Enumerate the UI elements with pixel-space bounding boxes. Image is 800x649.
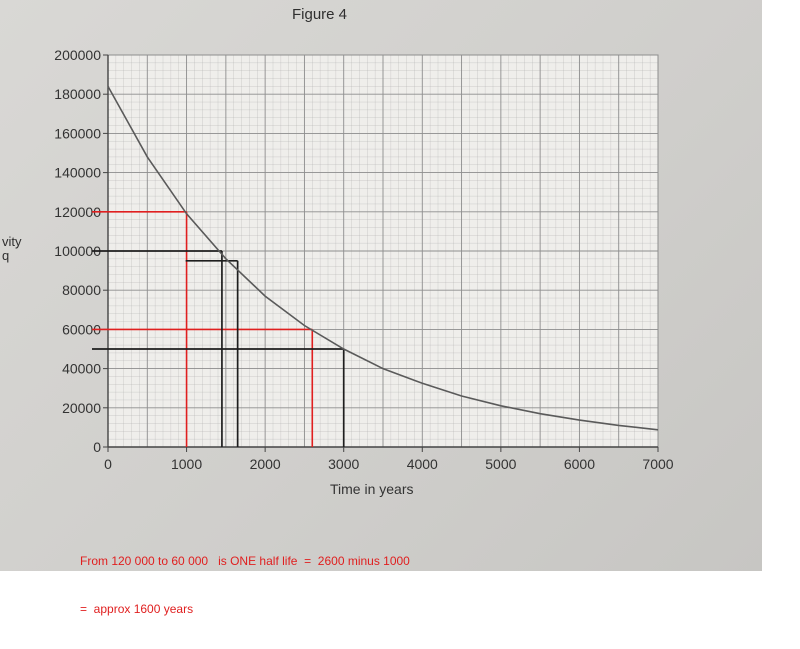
y-tick-label: 180000 — [54, 86, 101, 102]
x-tick-label: 5000 — [485, 456, 516, 472]
margin-strip — [762, 0, 800, 571]
y-tick-label: 0 — [93, 439, 101, 455]
y-tick-label: 80000 — [62, 282, 101, 298]
x-tick-label: 4000 — [407, 456, 438, 472]
x-axis-label: Time in years — [330, 481, 414, 497]
x-tick-label: 6000 — [564, 456, 595, 472]
annotation-line-1: From 120 000 to 60 000 is ONE half life … — [80, 554, 410, 568]
y-tick-label: 140000 — [54, 165, 101, 181]
decay-curve — [107, 86, 659, 431]
y-tick-label: 40000 — [62, 361, 101, 377]
annotation-line-2: = approx 1600 years — [80, 602, 194, 616]
x-tick-label: 2000 — [250, 456, 281, 472]
figure-title: Figure 4 — [292, 6, 348, 23]
y-axis-label-fragment: vity q — [2, 235, 22, 263]
x-tick-labels: 0 1000 2000 3000 4000 5000 6000 7000 — [104, 447, 674, 472]
annotation-note: From 120 000 to 60 000 is ONE half life … — [80, 521, 410, 649]
y-tick-label: 20000 — [62, 400, 101, 416]
figure-photo: Figure 4 0 20000 40000 60000 80000 100000 1200… — [0, 0, 800, 616]
y-tick-label: 120000 — [54, 204, 101, 220]
decay-chart: 0200004000060000800001000001200001400001… — [54, 47, 674, 472]
x-tick-label: 0 — [104, 456, 112, 472]
y-tick-labels: 0 20000 40000 60000 80000 100000 120000 140000 1… — [54, 47, 108, 455]
y-tick-label: 60000 — [62, 321, 101, 337]
x-tick-label: 1000 — [171, 456, 202, 472]
y-tick-label: 200000 — [54, 47, 101, 63]
x-tick-label: 3000 — [328, 456, 359, 472]
y-tick-label: 160000 — [54, 125, 101, 141]
x-tick-label: 7000 — [642, 456, 673, 472]
y-label-line-2: q — [2, 248, 10, 263]
y-label-line-1: vity — [2, 234, 22, 249]
y-tick-label: 100000 — [54, 243, 101, 259]
